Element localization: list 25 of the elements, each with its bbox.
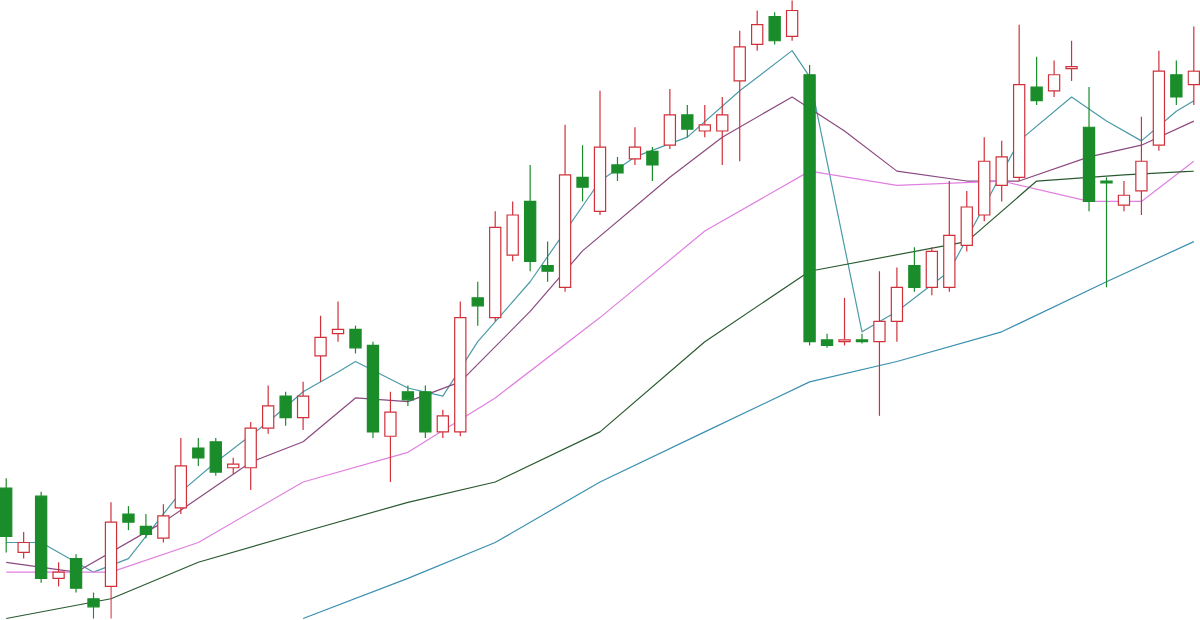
candlestick <box>1135 116 1148 217</box>
candlestick <box>1152 50 1166 152</box>
candlestick <box>139 513 153 540</box>
candlestick <box>1082 86 1096 213</box>
candlestick <box>69 554 83 594</box>
candlestick <box>331 301 345 343</box>
candlestick <box>593 90 607 217</box>
candlestick <box>296 381 310 432</box>
candlestick <box>628 127 642 167</box>
candlestick <box>384 391 397 483</box>
candlestick <box>663 88 677 150</box>
candlestick <box>34 491 48 584</box>
candlestick <box>855 333 869 345</box>
candlestick <box>558 124 572 293</box>
candlestick <box>523 164 537 273</box>
candlestick <box>314 315 327 383</box>
candlestick <box>785 0 799 42</box>
candlestick <box>820 333 834 349</box>
candlestick <box>366 341 380 440</box>
candlestick <box>1047 60 1061 99</box>
candlestick <box>1117 180 1131 213</box>
candlestick <box>104 502 118 620</box>
candlestick <box>890 267 904 343</box>
candlestick <box>873 271 886 417</box>
candlestick <box>401 385 415 407</box>
